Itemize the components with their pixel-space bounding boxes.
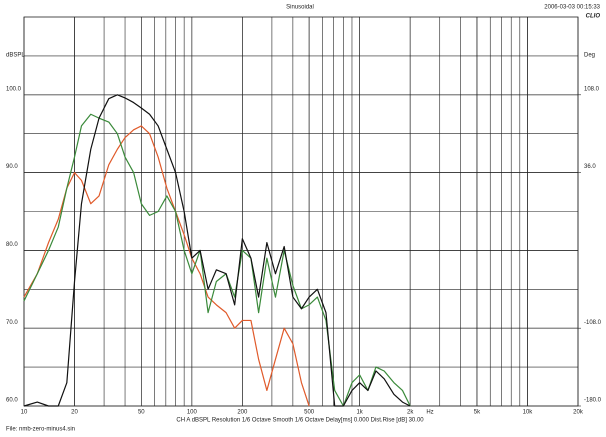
x-tick-label: 2k [407,410,414,416]
y-tick-label: 60.0 [6,398,18,404]
info-line: CH A dBSPL Resolution 1/6 Octave Smooth … [176,418,424,424]
x-tick-label: 200 [237,410,248,416]
y-tick-label: 80.0 [6,242,18,248]
y-axis-label: dBSPL [6,53,25,59]
x-tick-label: 100 [187,410,198,416]
y2-tick-label: -180.0 [584,398,602,404]
x-tick-label: 20k [573,410,584,416]
series-line [23,125,310,407]
x-tick-label: 50 [138,410,145,416]
x-tick-label: 10 [21,410,28,416]
y2-tick-label: 36.0 [584,164,596,170]
y2-axis-label: Deg [584,53,595,59]
logo: CLIO [586,14,601,20]
y-tick-label: 70.0 [6,320,18,326]
x-tick-label: 1k [356,410,363,416]
x-tick-label: 10k [523,410,534,416]
series-line [23,113,411,407]
y2-tick-label: -108.0 [584,320,602,326]
timestamp: 2006-03-03 00:15:33 [544,5,600,11]
y2-tick-label: 108.0 [584,86,600,92]
x-tick-label: 500 [304,410,315,416]
x-axis-label: Hz [426,410,433,416]
chart-title: Sinusoidal [286,5,314,11]
series-line [23,94,411,407]
x-tick-label: 5k [474,410,481,416]
y-tick-label: 90.0 [6,164,18,170]
x-tick-label: 20 [71,410,78,416]
file-line: File: nmb-zero-minus4.sin [6,427,75,433]
y-tick-label: 100.0 [6,86,22,92]
